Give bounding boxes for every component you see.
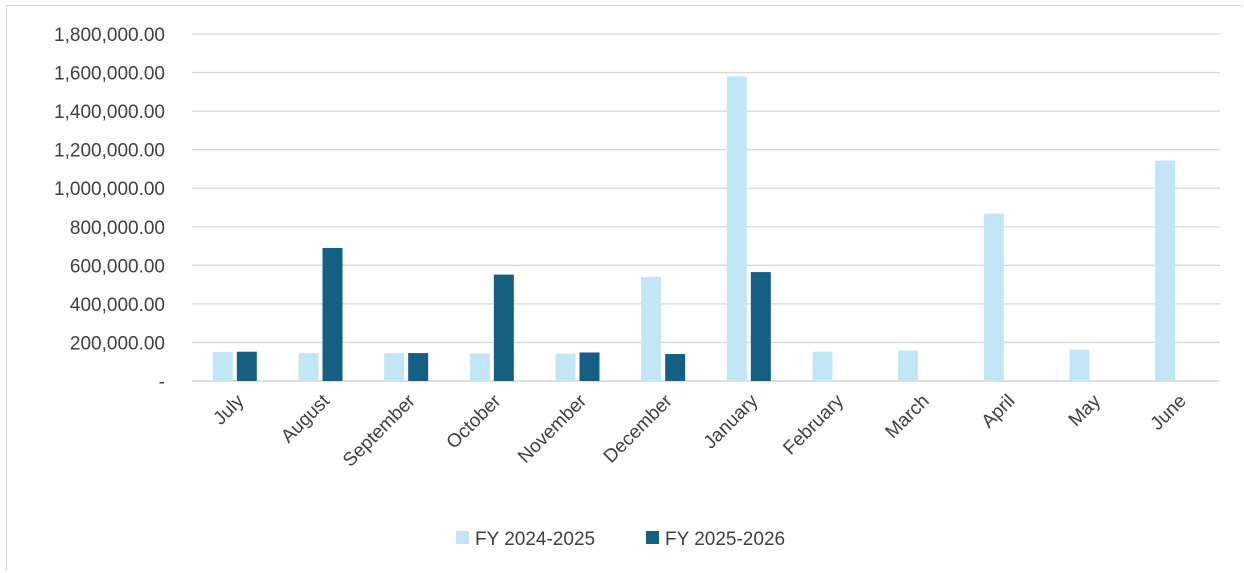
legend-swatch	[456, 531, 469, 544]
y-axis-tick-labels: - 200,000.00 400,000.00 600,000.00 800,000.0…	[54, 25, 165, 393]
legend-label: FY 2024-2025	[475, 529, 595, 550]
legend-swatch	[646, 531, 659, 544]
bar-fy-2025-2026-october	[493, 274, 514, 381]
x-category-label: November	[514, 390, 591, 467]
x-category-label: August	[277, 390, 334, 447]
x-category-label: April	[978, 391, 1020, 433]
y-tick-label: 800,000.00	[70, 218, 165, 239]
y-tick-label: 1,200,000.00	[54, 141, 165, 162]
bar-fy-2024-2025-may	[1069, 349, 1090, 381]
bar-fy-2024-2025-march	[898, 350, 919, 381]
y-tick-label: 1,000,000.00	[54, 179, 165, 200]
bar-fy-2025-2026-december	[665, 354, 686, 381]
x-category-label: October	[443, 390, 506, 453]
bar-fy-2024-2025-january	[726, 76, 747, 382]
x-category-label: March	[882, 391, 934, 443]
bar-fy-2024-2025-february	[812, 351, 833, 381]
legend: FY 2024-2025 FY 2025-2026	[456, 529, 785, 550]
bar-fy-2024-2025-august	[298, 353, 319, 381]
x-category-label: September	[339, 390, 420, 471]
bars	[212, 76, 1176, 382]
y-tick-label: 1,400,000.00	[54, 102, 165, 123]
bar-fy-2025-2026-august	[322, 247, 343, 381]
bar-fy-2025-2026-september	[408, 353, 429, 381]
x-category-label: January	[700, 390, 763, 453]
y-tick-label: 1,600,000.00	[54, 64, 165, 85]
bar-fy-2025-2026-july	[236, 351, 257, 381]
bar-fy-2025-2026-january	[750, 272, 771, 381]
y-tick-label: 200,000.00	[70, 333, 165, 354]
bar-fy-2024-2025-november	[555, 353, 576, 381]
bar-fy-2024-2025-december	[641, 276, 662, 381]
bar-fy-2025-2026-november	[579, 352, 600, 381]
y-tick-label: -	[159, 372, 165, 393]
bar-fy-2024-2025-june	[1155, 160, 1176, 381]
y-tick-label: 600,000.00	[70, 256, 165, 277]
y-tick-label: 1,800,000.00	[54, 25, 165, 46]
x-category-label: July	[210, 390, 249, 429]
bar-fy-2024-2025-july	[212, 352, 233, 381]
chart-frame	[6, 5, 1242, 571]
x-category-label: December	[600, 390, 677, 467]
x-category-label: June	[1147, 391, 1191, 435]
gridlines	[192, 33, 1220, 382]
y-tick-label: 400,000.00	[70, 295, 165, 316]
bar-fy-2024-2025-april	[983, 213, 1004, 381]
bar-fy-2024-2025-october	[469, 353, 490, 381]
x-category-label: February	[779, 390, 848, 459]
legend-label: FY 2025-2026	[665, 529, 785, 550]
x-axis-category-labels: July August September October November Decemb…	[210, 390, 1191, 471]
x-category-label: May	[1065, 390, 1106, 431]
bar-fy-2024-2025-september	[384, 353, 405, 381]
